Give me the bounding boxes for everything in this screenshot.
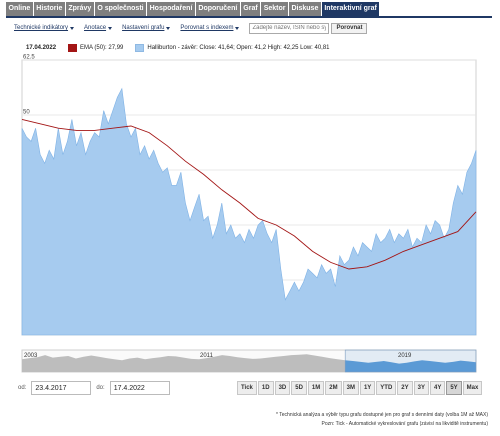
y-tick-label: 50 [23,110,30,116]
tab-2[interactable]: Zprávy [65,2,94,16]
range-selector: Tick 1D 3D 5D 1M 2M 3M 1Y YTD 2Y 3Y 4Y 5Y Max [237,381,483,395]
annotations-menu[interactable]: Anotace [84,25,113,31]
range-button-3m[interactable]: 3M [342,381,359,395]
tab-7[interactable]: Sektor [261,2,288,16]
compare-button[interactable]: Porovnat [331,22,368,34]
series-swatch [135,44,145,52]
date-range-inputs: od: do: [18,380,175,396]
navigator-year-label: 2011 [200,353,214,359]
navigator-selected-window[interactable] [345,360,476,372]
range-button-5d[interactable]: 5D [291,381,307,395]
range-button-4y[interactable]: 4Y [429,381,446,395]
chevron-down-icon [166,26,171,30]
from-label: od: [18,385,27,391]
compare-index-menu[interactable]: Porovnat s indexem [180,25,240,31]
y-tick-label: 62.5 [23,55,35,61]
annotations-label: Anotace [84,25,107,31]
from-date-input[interactable] [31,381,92,395]
range-button-3d[interactable]: 3D [274,381,291,395]
range-button-2y[interactable]: 2Y [397,381,413,395]
range-button-1d[interactable]: 1D [257,381,274,395]
to-label: do: [96,385,105,391]
navigator-handle[interactable] [344,349,477,373]
chart-legend: 17.04.2022 EMA (50): 27,99 Halliburton -… [26,43,342,53]
legend-series-text: Halliburton - závěr: Close: 41,64; Open:… [147,45,330,51]
legend-date: 17.04.2022 [26,45,57,51]
navigator[interactable]: 2003 2011 2019 [21,349,477,373]
footnote-tick: Pozn: Tick - Automatické vykreslování gr… [321,421,488,427]
navigator-year-label: 2019 [398,353,412,359]
chevron-down-icon [235,26,240,30]
tab-1[interactable]: Historie [33,2,65,16]
ema-line-series [21,118,477,270]
range-button-3y[interactable]: 3Y [413,381,429,395]
navigator-history-area [22,354,346,372]
tab-bar-underline [6,16,492,18]
tab-6[interactable]: Graf [240,2,261,16]
navigator-year-label: 2003 [24,353,38,359]
chevron-down-icon [70,26,75,30]
tab-3[interactable]: O společnosti [94,2,147,16]
chart-toolbar: Technické indikátory Anotace Nastavení g… [14,22,368,34]
compare-index-label: Porovnat s indexem [180,25,234,31]
range-button-tick[interactable]: Tick [237,381,257,395]
tab-5[interactable]: Doporučení [195,2,240,16]
footnote-technical: * Technická analýza a výběr typu grafu d… [276,412,488,418]
range-button-max[interactable]: Max [462,381,483,395]
technical-indicators-menu[interactable]: Technické indikátory [14,25,75,31]
range-button-1y[interactable]: 1Y [359,381,376,395]
price-area-series [21,87,477,336]
chart-settings-menu[interactable]: Nastavení grafu [122,25,171,31]
legend-item-ema[interactable]: EMA (50): 27,99 [68,44,123,52]
range-button-5y[interactable]: 5Y [446,381,462,395]
chevron-down-icon [108,26,113,30]
legend-ema-text: EMA (50): 27,99 [80,45,124,51]
ema-swatch [68,44,78,52]
symbol-search-input[interactable] [249,22,330,34]
range-button-ytd[interactable]: YTD [376,381,397,395]
chart-settings-label: Nastavení grafu [122,25,165,31]
tab-bar: Online Historie Zprávy O společnosti Hospoda… [6,2,380,16]
legend-item-series[interactable]: Halliburton - závěr: Close: 41,64; Open:… [135,44,330,52]
tab-8[interactable]: Diskuse [289,2,321,16]
range-button-2m[interactable]: 2M [325,381,342,395]
to-date-input[interactable] [109,381,170,395]
technical-indicators-label: Technické indikátory [14,25,69,31]
range-button-1m[interactable]: 1M [307,381,325,395]
tab-0[interactable]: Online [6,2,33,16]
tab-9[interactable]: Interaktivní graf [321,2,380,16]
tab-4[interactable]: Hospodaření [147,2,195,16]
